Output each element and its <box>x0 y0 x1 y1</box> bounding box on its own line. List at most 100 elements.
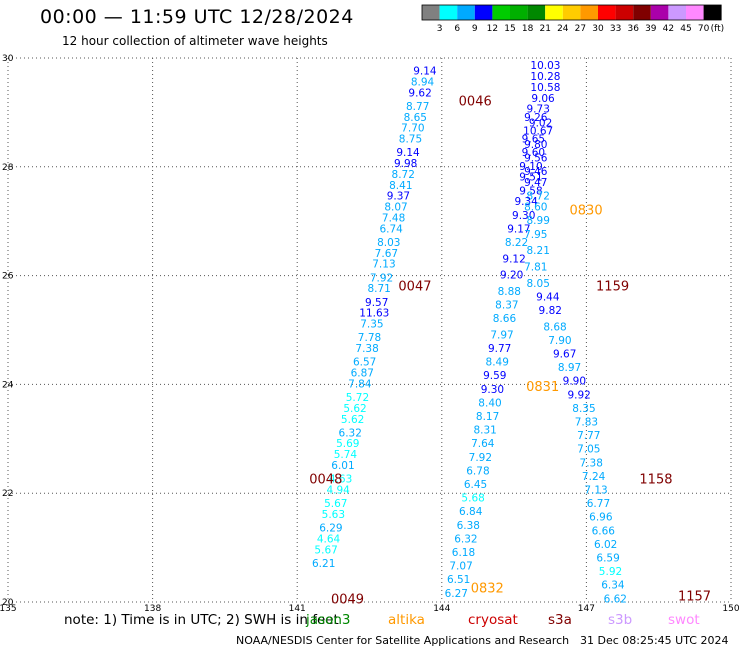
wave-height-point: 7.90 <box>548 335 571 347</box>
wave-height-point: 6.27 <box>445 588 468 600</box>
wave-height-point: 10.03 <box>530 60 560 72</box>
wave-height-point: 5.63 <box>322 509 345 521</box>
chart-subtitle: 12 hour collection of altimeter wave hei… <box>62 34 328 48</box>
wave-height-point: 11.63 <box>359 308 389 320</box>
wave-height-point: 5.67 <box>324 498 347 510</box>
wave-height-point: 9.56 <box>524 153 548 165</box>
colorbar-label: 9 <box>472 24 478 34</box>
wave-height-point: 9.10 <box>519 161 542 173</box>
colorbar-swatch <box>527 5 546 20</box>
wave-height-point: 7.70 <box>401 123 424 135</box>
wave-height-point: 7.92 <box>370 272 393 284</box>
wave-height-point: 9.47 <box>524 177 547 189</box>
wave-height-point: 8.71 <box>367 283 390 295</box>
wave-height-point: 6.32 <box>339 427 362 439</box>
wave-height-point: 5.67 <box>314 544 337 556</box>
wave-height-point: 7.38 <box>355 343 378 355</box>
wave-height-point: 9.37 <box>387 191 410 203</box>
wave-height-point: 7.81 <box>524 261 547 273</box>
colorbar-swatch <box>545 5 563 20</box>
colorbar-label: 33 <box>610 24 621 34</box>
wave-height-point: 8.66 <box>493 313 517 325</box>
wave-height-point: 9.17 <box>507 223 530 235</box>
wave-height-point: 6.21 <box>312 558 335 570</box>
wave-height-point: 6.62 <box>604 593 627 605</box>
colorbar-label: 6 <box>454 24 460 34</box>
wave-height-point: 9.73 <box>527 104 550 116</box>
wave-height-point: 6.51 <box>447 574 470 586</box>
wave-height-point: 9.60 <box>522 147 545 159</box>
wave-height-point: 9.82 <box>539 305 562 317</box>
colorbar-swatch <box>668 5 686 20</box>
credit-line: NOAA/NESDIS Center for Satellite Applica… <box>236 634 570 647</box>
wave-height-point: 10.58 <box>530 82 560 94</box>
wave-height-point: 8.72 <box>527 191 550 203</box>
time-label: 0830 <box>570 203 603 218</box>
wave-height-point: 5.74 <box>334 449 358 461</box>
generated-timestamp: 31 Dec 08:25:45 UTC 2024 <box>580 634 729 647</box>
colorbar-swatch <box>422 5 440 20</box>
wave-height-point: 8.41 <box>389 180 412 192</box>
grid <box>7 57 732 603</box>
time-label: 0046 <box>459 95 492 110</box>
wave-height-point: 8.99 <box>527 215 550 227</box>
wave-height-point: 6.78 <box>466 465 489 477</box>
wave-height-point: 8.94 <box>411 76 435 88</box>
wave-height-point: 4.94 <box>326 484 350 496</box>
wave-height-point: 8.22 <box>505 237 528 249</box>
wave-height-point: 7.78 <box>358 332 381 344</box>
wave-height-point: 10.28 <box>530 71 560 83</box>
colorbar-swatch <box>650 5 669 20</box>
wave-height-point: 6.57 <box>353 357 376 369</box>
wave-height-point: 8.88 <box>498 286 521 298</box>
y-tick-label: 30 <box>2 54 14 64</box>
colorbar-label: 30 <box>592 24 604 34</box>
colorbar-label: 24 <box>557 24 569 34</box>
wave-height-point: 7.95 <box>524 229 547 241</box>
wave-height-point: 9.44 <box>536 291 560 303</box>
wave-height-point: 6.66 <box>592 525 616 537</box>
mission-jason3: jason3 <box>306 612 351 628</box>
wave-height-point: 8.03 <box>377 237 400 249</box>
colorbar-swatch <box>562 5 581 20</box>
wave-height-point: 8.65 <box>404 112 427 124</box>
time-label: 0831 <box>526 380 559 395</box>
time-label: 0048 <box>309 473 342 488</box>
wave-height-point: 8.72 <box>392 169 415 181</box>
x-tick-label: 147 <box>578 604 595 614</box>
time-label: 0832 <box>471 581 504 596</box>
colorbar-swatch <box>457 5 475 20</box>
wave-height-point: 7.83 <box>575 416 598 428</box>
y-tick-label: 24 <box>2 380 14 390</box>
y-tick-labels: 20 22 24 26 28 30 <box>2 54 14 608</box>
wave-height-point: 5.69 <box>336 438 359 450</box>
colorbar-label: 39 <box>645 24 657 34</box>
time-label: 1158 <box>639 473 672 488</box>
wave-height-point: 6.45 <box>464 479 487 491</box>
wave-height-point: 7.67 <box>375 248 398 260</box>
colorbar-label: 15 <box>504 24 515 34</box>
colorbar-label: 21 <box>539 24 550 34</box>
y-tick-label: 22 <box>2 489 13 499</box>
wave-height-point: 9.59 <box>483 370 506 382</box>
time-label: 0047 <box>398 279 431 294</box>
wave-height-point: 6.84 <box>459 506 483 518</box>
mission-s3a: s3a <box>548 612 572 628</box>
wave-height-point: 7.92 <box>469 452 492 464</box>
colorbar: 3 6 9 12 15 18 21 24 27 30 33 36 39 42 45 70 (ft) <box>421 4 724 34</box>
mission-swot: swot <box>668 612 700 628</box>
wave-height-point: 9.02 <box>529 117 552 129</box>
wave-height-point: 6.01 <box>331 460 354 472</box>
x-tick-label: 144 <box>433 604 450 614</box>
wave-height-point: 8.60 <box>524 202 547 214</box>
wave-height-point: 7.48 <box>382 212 405 224</box>
colorbar-swatch <box>686 5 704 20</box>
wave-height-point: 8.97 <box>558 362 581 374</box>
wave-height-point: 7.84 <box>348 378 372 390</box>
colorbar-swatch <box>598 5 616 20</box>
wave-height-point: 7.35 <box>360 319 383 331</box>
wave-height-point: 8.35 <box>572 403 595 415</box>
chart-title: 00:00 — 11:59 UTC 12/28/2024 <box>40 6 354 28</box>
wave-height-point: 6.87 <box>351 368 374 380</box>
wave-height-point: 9.46 <box>524 166 548 178</box>
